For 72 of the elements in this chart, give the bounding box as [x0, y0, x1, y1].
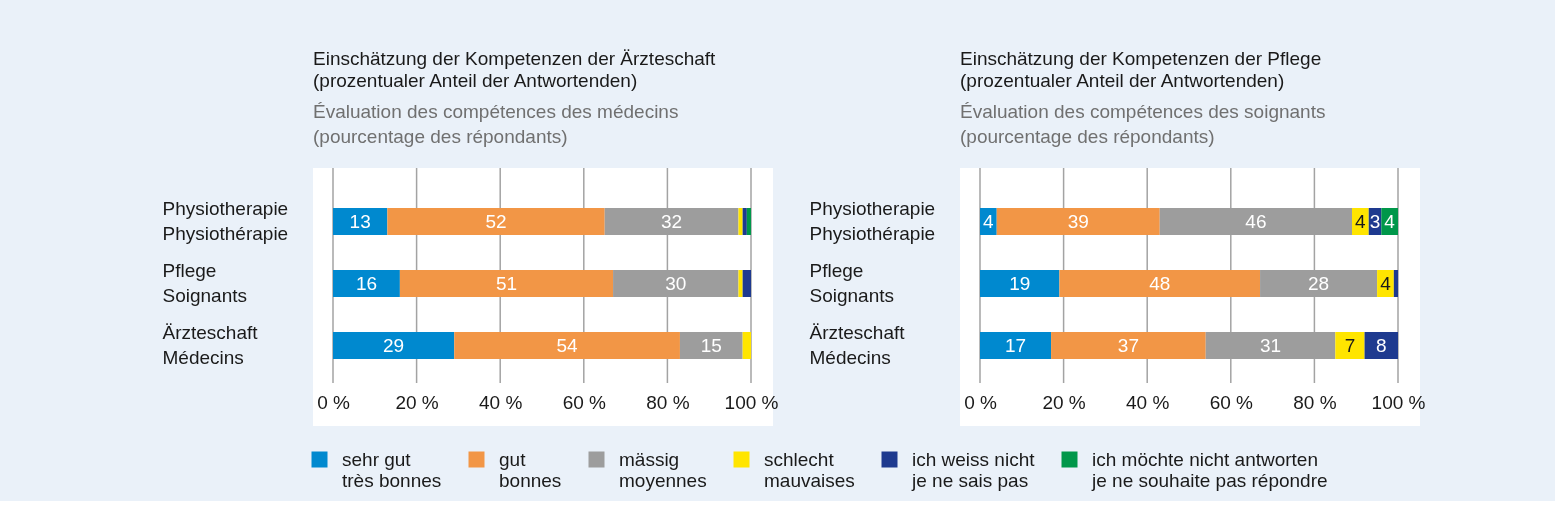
x-tick-label: 100 %	[724, 391, 779, 413]
bar	[333, 332, 455, 359]
bar	[742, 332, 751, 359]
data-label: 32	[661, 210, 683, 232]
data-label: 7	[1344, 334, 1356, 356]
chart-title: Einschätzung der Kompetenzen der Pflege (prozentualer Anteil der Antwortenden)	[960, 48, 1322, 92]
x-tick-label: 40 %	[479, 391, 523, 413]
data-label: 3	[1369, 210, 1381, 232]
legend-label: schlecht mauvaises	[764, 448, 855, 491]
data-label: 8	[1375, 334, 1387, 356]
data-label: 4	[1355, 210, 1367, 232]
x-tick-label: 60 %	[562, 391, 607, 413]
bar	[333, 208, 388, 235]
data-label: 17	[1004, 334, 1027, 356]
data-label: 28	[1308, 272, 1330, 294]
x-tick-label: 40 %	[1126, 391, 1170, 413]
data-label: 31	[1259, 334, 1282, 356]
y-tick-label: Ärzteschaft Médecins	[162, 321, 259, 368]
bar	[980, 332, 1052, 359]
x-tick-label: 0 %	[964, 391, 997, 413]
x-tick-label: 100 %	[1371, 391, 1426, 413]
bar	[679, 332, 743, 359]
y-tick-label: Ärzteschaft Médecins	[809, 321, 906, 368]
bar	[738, 270, 743, 297]
bar	[1335, 332, 1365, 359]
y-tick-label: Pflege Soignants	[809, 259, 895, 306]
bar	[742, 208, 747, 235]
data-label: 29	[383, 334, 405, 356]
bar	[1393, 270, 1398, 297]
legend-label: mässig moyennes	[619, 448, 707, 491]
legend-label: gut bonnes	[499, 448, 562, 491]
data-label: 48	[1149, 272, 1171, 294]
data-label: 4	[1380, 272, 1392, 294]
legend-label: ich weiss nicht je ne sais pas	[911, 448, 1036, 491]
data-label: 15	[700, 334, 722, 356]
x-tick-label: 20 %	[395, 391, 439, 413]
data-label: 4	[983, 210, 995, 232]
data-label: 39	[1067, 210, 1089, 232]
bar	[399, 270, 614, 297]
y-tick-label: Physiotherapie Physiothérapie	[809, 197, 936, 244]
chart-subtitle: Évaluation des compétences des soignants (pourcentage des répondants)	[960, 101, 1326, 148]
data-label: 13	[349, 210, 371, 232]
bar	[746, 208, 751, 235]
bar	[1059, 270, 1261, 297]
bar	[333, 270, 400, 297]
x-tick-label: 20 %	[1042, 391, 1086, 413]
chart-subtitle: Évaluation des compétences des médecins (pourcentage des répondants)	[313, 101, 679, 148]
data-label: 51	[495, 272, 518, 294]
x-tick-label: 0 %	[317, 391, 350, 413]
bar	[1051, 332, 1206, 359]
data-label: 4	[1384, 210, 1396, 232]
data-label: 37	[1117, 334, 1139, 356]
y-tick-label: Pflege Soignants	[162, 259, 248, 306]
data-label: 52	[485, 210, 507, 232]
chart-title: Einschätzung der Kompetenzen der Ärzteschaft (prozentualer Anteil der Antwortenden)	[313, 48, 717, 92]
bar	[980, 270, 1060, 297]
data-label: 54	[556, 334, 579, 356]
bar	[454, 332, 680, 359]
data-label: 16	[355, 272, 378, 294]
data-label: 46	[1245, 210, 1267, 232]
bar	[996, 208, 1160, 235]
data-label: 19	[1009, 272, 1031, 294]
legend-label: sehr gut très bonnes	[342, 448, 442, 491]
data-label: 30	[665, 272, 687, 294]
bar	[742, 270, 751, 297]
x-tick-label: 80 %	[646, 391, 690, 413]
x-tick-label: 80 %	[1293, 391, 1337, 413]
legend-label: ich möchte nicht antworten je ne souhaite pas répondre	[1091, 448, 1328, 491]
bar	[738, 208, 743, 235]
bar	[387, 208, 605, 235]
x-tick-label: 60 %	[1209, 391, 1254, 413]
y-tick-label: Physiotherapie Physiothérapie	[162, 197, 289, 244]
